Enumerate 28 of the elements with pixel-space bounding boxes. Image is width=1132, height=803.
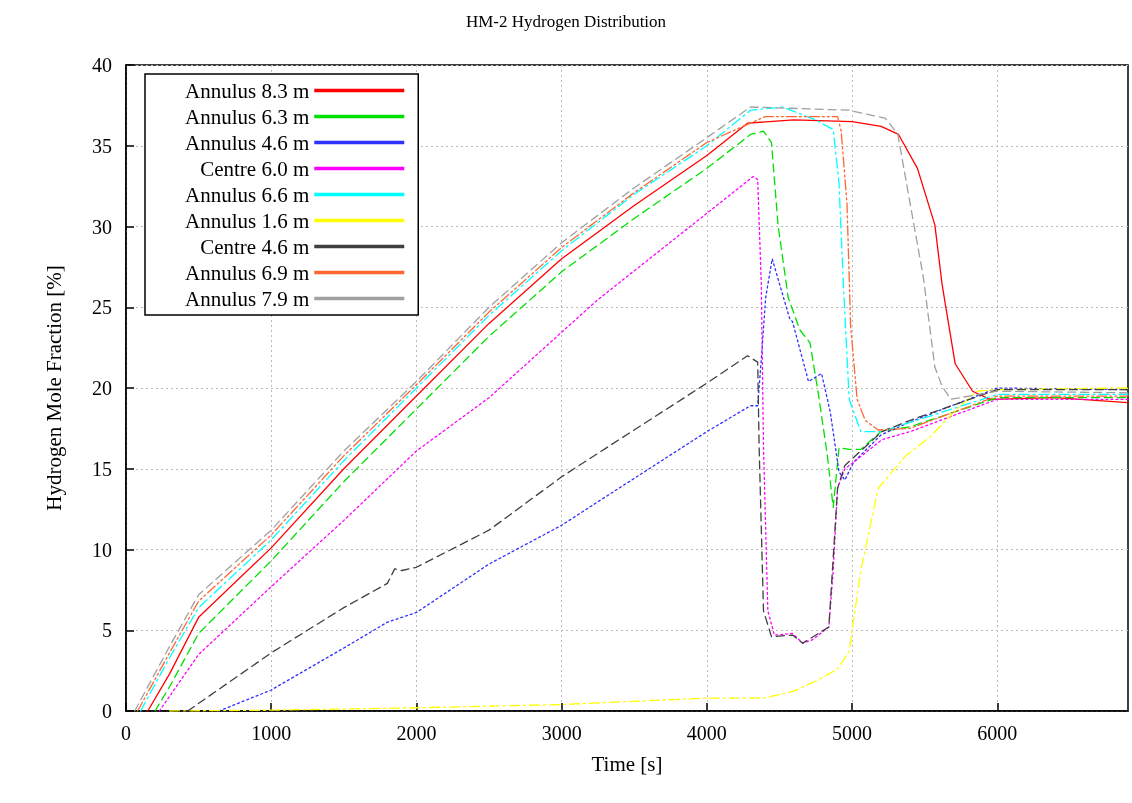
legend-label: Annulus 4.6 m <box>184 130 310 155</box>
y-tick-label: 30 <box>92 215 112 238</box>
x-tick-label: 0 <box>121 722 131 744</box>
x-tick-label: 2000 <box>396 722 437 744</box>
legend-label: Centre 4.6 m <box>200 234 310 259</box>
x-tick-label: 1000 <box>251 722 292 744</box>
legend-label: Annulus 7.9 m <box>184 286 310 311</box>
legend-label: Annulus 6.6 m <box>184 182 310 207</box>
y-tick-label: 40 <box>92 54 112 76</box>
y-tick-label: 20 <box>92 377 112 399</box>
y-tick-label: 5 <box>102 619 112 642</box>
x-tick-label: 3000 <box>541 722 582 744</box>
y-tick-label: 15 <box>92 457 112 480</box>
x-tick-label: 5000 <box>832 722 873 744</box>
legend-label: Annulus 6.3 m <box>184 104 310 129</box>
x-axis-title: Time [s] <box>591 751 663 776</box>
legend-label: Centre 6.0 m <box>200 156 310 181</box>
y-axis-title: Hydrogen Mole Fraction [%] <box>41 265 66 511</box>
chart-title: HM-2 Hydrogen Distribution <box>465 12 667 31</box>
legend-label: Annulus 6.9 m <box>184 260 310 285</box>
y-tick-label: 10 <box>92 538 112 561</box>
y-tick-label: 25 <box>92 296 112 319</box>
y-tick-label: 0 <box>102 700 112 722</box>
x-tick-label: 4000 <box>686 722 727 744</box>
legend-label: Annulus 8.3 m <box>184 78 310 103</box>
legend-label: Annulus 1.6 m <box>184 208 310 233</box>
y-tick-label: 35 <box>92 134 112 157</box>
x-tick-label: 6000 <box>977 722 1018 744</box>
